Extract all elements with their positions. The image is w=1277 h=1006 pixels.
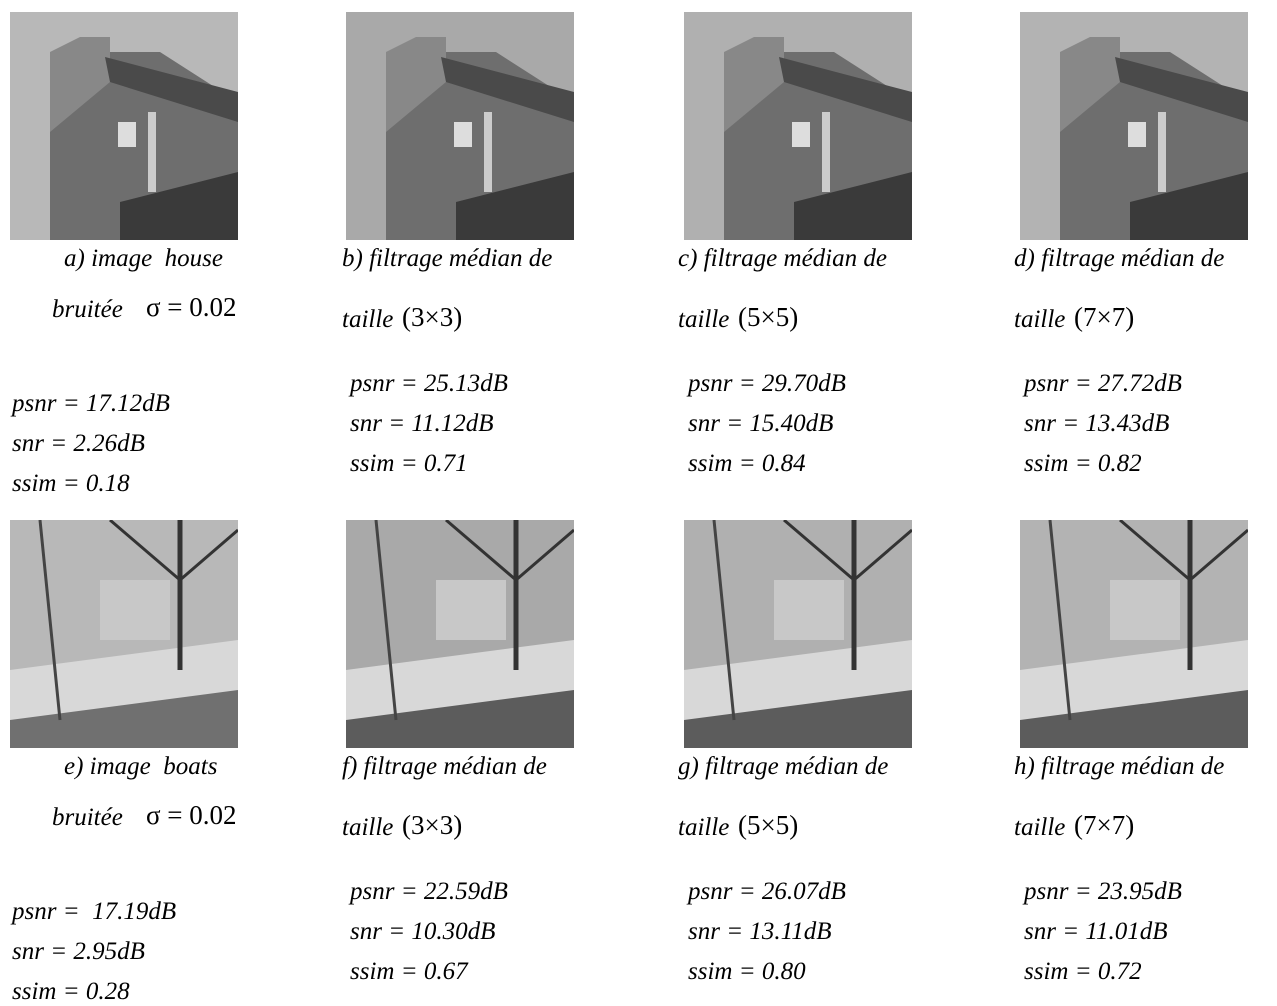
metric: snr = 13.11dB — [688, 918, 832, 945]
photo — [346, 520, 574, 748]
caption: taille — [342, 814, 394, 841]
metric: snr = 2.26dB — [12, 430, 145, 457]
formula: (7×7) — [1074, 810, 1135, 840]
formula: σ = 0.02 — [146, 292, 237, 322]
caption: taille — [678, 306, 730, 333]
metric: snr = 15.40dB — [688, 410, 834, 437]
caption: d) filtrage médian de — [1014, 245, 1225, 272]
photo — [10, 520, 238, 748]
metric: snr = 10.30dB — [350, 918, 496, 945]
metric: snr = 11.12dB — [350, 410, 494, 437]
metric: psnr = 23.95dB — [1024, 878, 1182, 905]
metric: psnr = 22.59dB — [350, 878, 508, 905]
caption: taille — [342, 306, 394, 333]
metric: psnr = 29.70dB — [688, 370, 846, 397]
metric: psnr = 17.12dB — [12, 390, 170, 417]
metric: snr = 2.95dB — [12, 938, 145, 965]
formula: (3×3) — [402, 810, 463, 840]
metric: ssim = 0.80 — [688, 958, 806, 985]
metric: psnr = 27.72dB — [1024, 370, 1182, 397]
metric: psnr = 17.19dB — [12, 898, 177, 925]
formula: (5×5) — [738, 810, 799, 840]
photo — [1020, 520, 1248, 748]
metric: ssim = 0.18 — [12, 470, 130, 497]
photo — [1020, 12, 1248, 240]
metric: ssim = 0.67 — [350, 958, 468, 985]
metric: psnr = 25.13dB — [350, 370, 508, 397]
metric: ssim = 0.28 — [12, 978, 130, 1005]
metric: ssim = 0.84 — [688, 450, 806, 477]
formula: (7×7) — [1074, 302, 1135, 332]
photo — [10, 12, 238, 240]
caption: g) filtrage médian de — [678, 753, 889, 780]
caption: b) filtrage médian de — [342, 245, 553, 272]
caption: taille — [1014, 814, 1066, 841]
metric: ssim = 0.82 — [1024, 450, 1142, 477]
metric: psnr = 26.07dB — [688, 878, 846, 905]
caption: f) filtrage médian de — [342, 753, 547, 780]
metric: snr = 13.43dB — [1024, 410, 1170, 437]
metric: ssim = 0.72 — [1024, 958, 1142, 985]
caption: taille — [678, 814, 730, 841]
metric: snr = 11.01dB — [1024, 918, 1168, 945]
photo — [346, 12, 574, 240]
photo — [684, 520, 912, 748]
caption: h) filtrage médian de — [1014, 753, 1225, 780]
caption: bruitée — [52, 296, 123, 323]
caption: c) filtrage médian de — [678, 245, 887, 272]
caption: bruitée — [52, 804, 123, 831]
formula: (3×3) — [402, 302, 463, 332]
photo — [684, 12, 912, 240]
caption: a) image house — [64, 245, 223, 272]
formula: (5×5) — [738, 302, 799, 332]
caption: e) image boats — [64, 753, 218, 780]
formula: σ = 0.02 — [146, 800, 237, 830]
caption: taille — [1014, 306, 1066, 333]
metric: ssim = 0.71 — [350, 450, 468, 477]
